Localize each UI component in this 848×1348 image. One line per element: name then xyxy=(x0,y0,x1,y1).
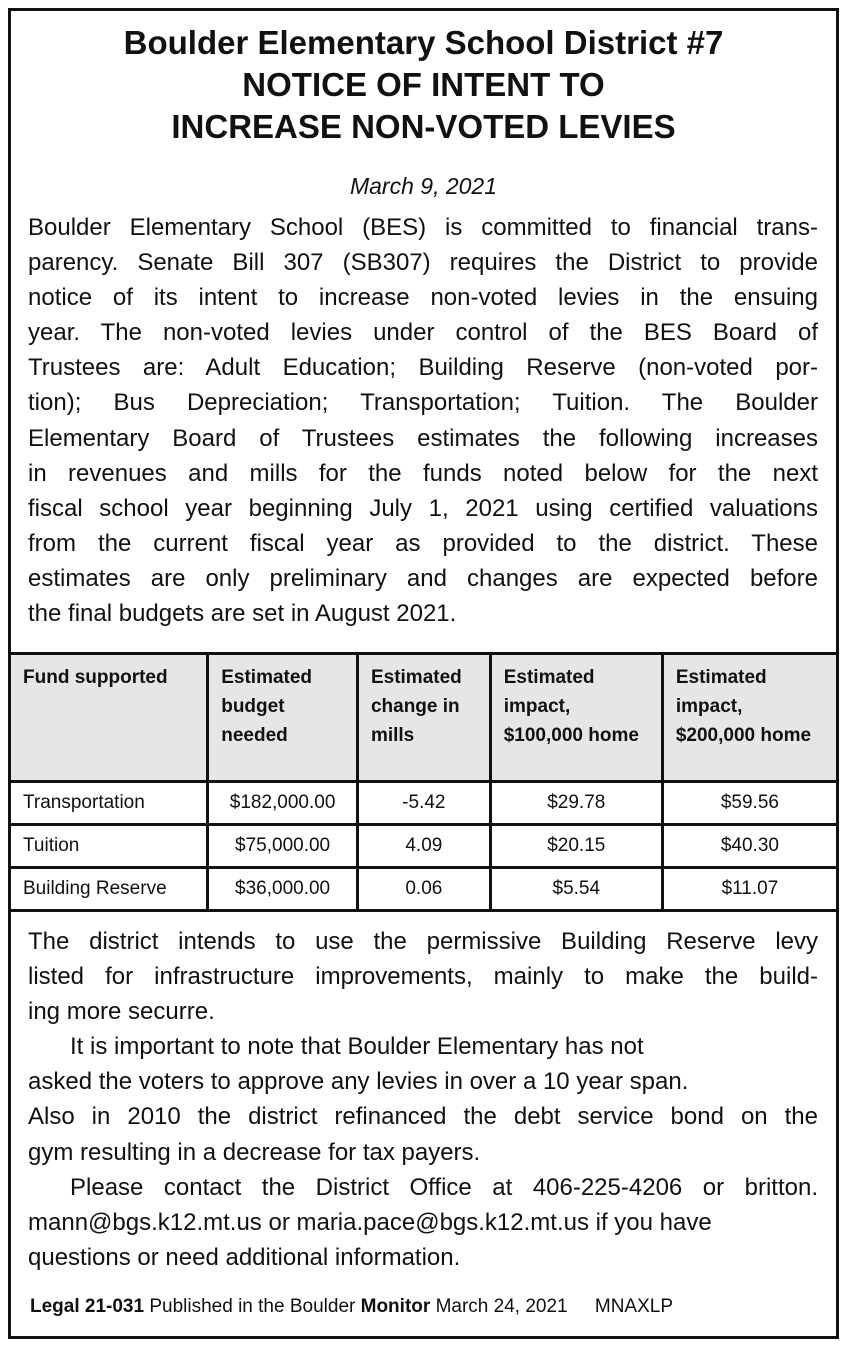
published-text: Published in the Boulder xyxy=(149,1296,356,1317)
impact-100k-cell: $29.78 xyxy=(488,780,664,826)
fund-cell: Tuition xyxy=(7,823,210,869)
mills-cell: 0.06 xyxy=(355,866,492,912)
budget-cell: $75,000.00 xyxy=(206,823,359,869)
text-line: Elementary Board of Trustees estimates t… xyxy=(28,424,818,452)
budget-cell: $182,000.00 xyxy=(206,780,359,826)
budget-cell: $36,000.00 xyxy=(206,866,359,912)
text-line: ing more securre. xyxy=(28,998,215,1026)
newspaper-name: Monitor xyxy=(360,1296,431,1317)
mills-cell: 4.09 xyxy=(355,823,492,869)
column-header: Estimated change in mills xyxy=(355,652,492,783)
text-line: the final budgets are set in August 2021… xyxy=(28,600,457,628)
mills-cell: -5.42 xyxy=(355,780,492,826)
body-paragraphs: The district intends to use the permissi… xyxy=(28,924,818,1275)
title-line: NOTICE OF INTENT TO xyxy=(242,66,605,103)
publication-date: March 24, 2021 xyxy=(435,1296,568,1317)
legal-footer: Legal 21-031 Published in the Boulder Mo… xyxy=(30,1296,673,1318)
text-line: The district intends to use the permissi… xyxy=(28,928,818,955)
text-line: in revenues and mills for the funds note… xyxy=(28,459,818,487)
text-line: Also in 2010 the district refinanced the… xyxy=(28,1103,818,1131)
fund-cell: Building Reserve xyxy=(7,866,210,912)
text-line: notice of its intent to increase non-vot… xyxy=(28,284,818,312)
column-header: Estimated budget needed xyxy=(206,652,359,783)
fund-cell: Transportation xyxy=(7,780,210,826)
impact-200k-cell: $40.30 xyxy=(660,823,840,869)
text-line: mann@bgs.k12.mt.us or maria.pace@bgs.k12… xyxy=(28,1208,712,1236)
text-line: listed for infrastructure improvements, … xyxy=(28,963,818,991)
table-row: Tuition $75,000.00 4.09 $20.15 $40.30 xyxy=(7,823,840,869)
text-line: fiscal school year beginning July 1, 202… xyxy=(28,494,818,522)
text-line: from the current fiscal year as provided… xyxy=(28,529,818,557)
text-line: tion); Bus Depreciation; Transportation;… xyxy=(28,389,818,417)
text-line: Trustees are: Adult Education; Building … xyxy=(28,354,818,382)
impact-200k-cell: $59.56 xyxy=(660,780,840,826)
text-line: Boulder Elementary School (BES) is commi… xyxy=(28,214,818,241)
table-row: Building Reserve $36,000.00 0.06 $5.54 $… xyxy=(7,866,840,912)
table-header-row: Fund supported Estimated budget needed E… xyxy=(7,652,840,783)
text-line: year. The non-voted levies under control… xyxy=(28,319,818,347)
column-header: Fund supported xyxy=(7,652,210,783)
impact-100k-cell: $5.54 xyxy=(488,866,664,912)
text-line: asked the voters to approve any levies i… xyxy=(28,1068,689,1096)
impact-100k-cell: $20.15 xyxy=(488,823,664,869)
notice-date: March 9, 2021 xyxy=(349,173,498,199)
column-header: Estimated impact, $100,000 home xyxy=(488,652,664,783)
ad-code: MNAXLP xyxy=(594,1296,674,1317)
text-line: Please contact the District Office at 40… xyxy=(70,1173,818,1201)
column-header: Estimated impact, $200,000 home xyxy=(660,652,840,783)
district-name: Boulder Elementary School District #7 xyxy=(123,24,724,61)
title-line: INCREASE NON-VOTED LEVIES xyxy=(171,108,676,145)
text-line: It is important to note that Boulder Ele… xyxy=(70,1033,644,1061)
text-line: parency. Senate Bill 307 (SB307) require… xyxy=(28,249,818,277)
text-line: gym resulting in a decrease for tax paye… xyxy=(28,1138,481,1166)
legal-number: Legal 21-031 xyxy=(30,1296,145,1317)
text-line: estimates are only preliminary and chang… xyxy=(28,564,818,592)
text-line: questions or need additional information… xyxy=(28,1243,461,1271)
levy-table: Fund supported Estimated budget needed E… xyxy=(7,652,840,912)
intro-paragraph: Boulder Elementary School (BES) is commi… xyxy=(28,210,818,631)
impact-200k-cell: $11.07 xyxy=(660,866,840,912)
notice-title: Boulder Elementary School District #7 NO… xyxy=(8,22,839,148)
table-row: Transportation $182,000.00 -5.42 $29.78 … xyxy=(7,780,840,826)
